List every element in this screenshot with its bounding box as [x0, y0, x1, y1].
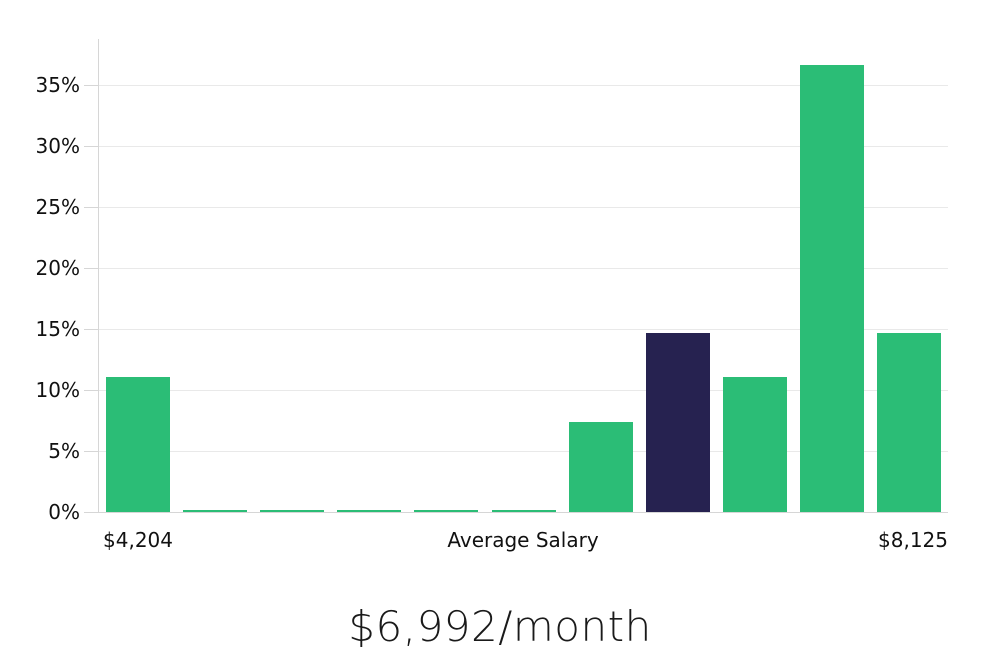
y-axis-tick-label: 5%	[48, 439, 80, 463]
gridline	[99, 85, 948, 86]
y-axis-tick-label: 20%	[35, 256, 80, 280]
average-salary-title: $6,992/month	[348, 602, 652, 651]
y-axis-tick-label: 10%	[35, 378, 80, 402]
bar	[800, 65, 865, 512]
bar-slot	[99, 39, 176, 512]
bar-slot	[639, 39, 716, 512]
y-tick-mark	[84, 329, 99, 330]
bar-slot	[794, 39, 871, 512]
bar-slot	[562, 39, 639, 512]
bar	[259, 510, 324, 512]
bar	[105, 377, 170, 512]
y-tick-mark	[84, 451, 99, 452]
y-tick-mark	[84, 390, 99, 391]
bar-slot	[176, 39, 253, 512]
y-tick-mark	[84, 85, 99, 86]
x-tick-label-max-salary: $8,125	[878, 528, 948, 552]
bars-layer	[99, 39, 948, 512]
bar	[491, 510, 556, 512]
x-tick-label-average-salary: Average Salary	[447, 528, 599, 552]
gridline	[99, 390, 948, 391]
bar-slot	[408, 39, 485, 512]
x-axis-baseline	[84, 512, 948, 513]
gridline	[99, 329, 948, 330]
gridline	[99, 146, 948, 147]
y-tick-mark	[84, 268, 99, 269]
y-axis-tick-label: 15%	[35, 317, 80, 341]
y-tick-mark	[84, 207, 99, 208]
gridline	[99, 268, 948, 269]
y-axis-tick-label: 0%	[48, 500, 80, 524]
y-axis-tick-label: 25%	[35, 195, 80, 219]
bar-average-salary-bin	[645, 333, 710, 512]
bar	[337, 510, 402, 512]
bar	[182, 510, 247, 512]
bar-slot	[253, 39, 330, 512]
bar	[568, 422, 633, 512]
bar-slot	[485, 39, 562, 512]
y-axis-tick-label: 35%	[35, 73, 80, 97]
x-tick-label-min-salary: $4,204	[103, 528, 173, 552]
bar-slot	[331, 39, 408, 512]
bar	[877, 333, 942, 512]
gridline	[99, 451, 948, 452]
bar-slot	[871, 39, 948, 512]
gridline	[99, 207, 948, 208]
y-axis-tick-label: 30%	[35, 134, 80, 158]
y-axis-line	[98, 39, 99, 513]
y-tick-mark	[84, 146, 99, 147]
bar	[723, 377, 788, 512]
bar-slot	[717, 39, 794, 512]
bar	[414, 510, 479, 512]
